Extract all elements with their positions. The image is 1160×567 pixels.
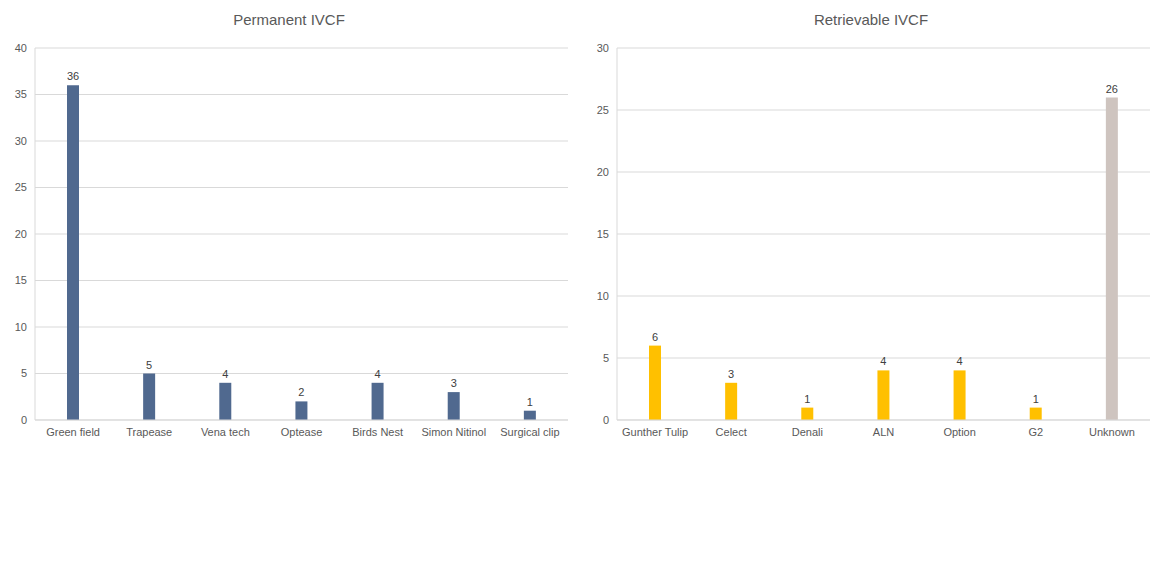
svg-text:35: 35 bbox=[15, 88, 27, 100]
svg-text:ALN: ALN bbox=[873, 426, 894, 438]
svg-text:3: 3 bbox=[728, 368, 734, 380]
svg-text:10: 10 bbox=[15, 321, 27, 333]
svg-text:15: 15 bbox=[15, 274, 27, 286]
svg-text:3: 3 bbox=[451, 377, 457, 389]
svg-text:Celect: Celect bbox=[716, 426, 747, 438]
svg-text:30: 30 bbox=[597, 42, 609, 54]
svg-text:Option: Option bbox=[943, 426, 975, 438]
svg-text:4: 4 bbox=[880, 355, 886, 367]
svg-text:4: 4 bbox=[375, 368, 381, 380]
svg-text:5: 5 bbox=[146, 359, 152, 371]
svg-text:25: 25 bbox=[597, 104, 609, 116]
svg-text:Trapease: Trapease bbox=[126, 426, 172, 438]
svg-text:1: 1 bbox=[527, 396, 533, 408]
svg-text:5: 5 bbox=[603, 352, 609, 364]
svg-text:25: 25 bbox=[15, 181, 27, 193]
svg-text:Unknown: Unknown bbox=[1089, 426, 1135, 438]
html-text:Retrievable IVCF: Retrievable IVCF bbox=[813, 11, 929, 28]
svg-text:20: 20 bbox=[15, 228, 27, 240]
svg-text:1: 1 bbox=[804, 393, 810, 405]
svg-text:40: 40 bbox=[15, 42, 27, 54]
svg-text:Surgical clip: Surgical clip bbox=[500, 426, 559, 438]
svg-text:26: 26 bbox=[1106, 83, 1118, 95]
svg-text:Optease: Optease bbox=[281, 426, 323, 438]
svg-text:Simon Nitinol: Simon Nitinol bbox=[421, 426, 486, 438]
svg-text:4: 4 bbox=[222, 368, 228, 380]
svg-text:1: 1 bbox=[1033, 393, 1039, 405]
svg-text:G2: G2 bbox=[1028, 426, 1043, 438]
svg-text:Green field: Green field bbox=[46, 426, 100, 438]
svg-text:6: 6 bbox=[652, 331, 658, 343]
svg-text:15: 15 bbox=[597, 228, 609, 240]
svg-text:36: 36 bbox=[67, 70, 79, 82]
svg-text:Gunther Tulip: Gunther Tulip bbox=[622, 426, 688, 438]
svg-text:0: 0 bbox=[603, 414, 609, 426]
svg-text:4: 4 bbox=[957, 355, 963, 367]
svg-text:Vena tech: Vena tech bbox=[201, 426, 250, 438]
svg-text:5: 5 bbox=[21, 367, 27, 379]
svg-text:2: 2 bbox=[298, 386, 304, 398]
svg-text:10: 10 bbox=[597, 290, 609, 302]
html-text:Permanent IVCF: Permanent IVCF bbox=[233, 11, 345, 28]
svg-text:Denali: Denali bbox=[792, 426, 823, 438]
svg-text:30: 30 bbox=[15, 135, 27, 147]
svg-text:0: 0 bbox=[21, 414, 27, 426]
svg-text:Birds Nest: Birds Nest bbox=[352, 426, 403, 438]
svg-text:20: 20 bbox=[597, 166, 609, 178]
